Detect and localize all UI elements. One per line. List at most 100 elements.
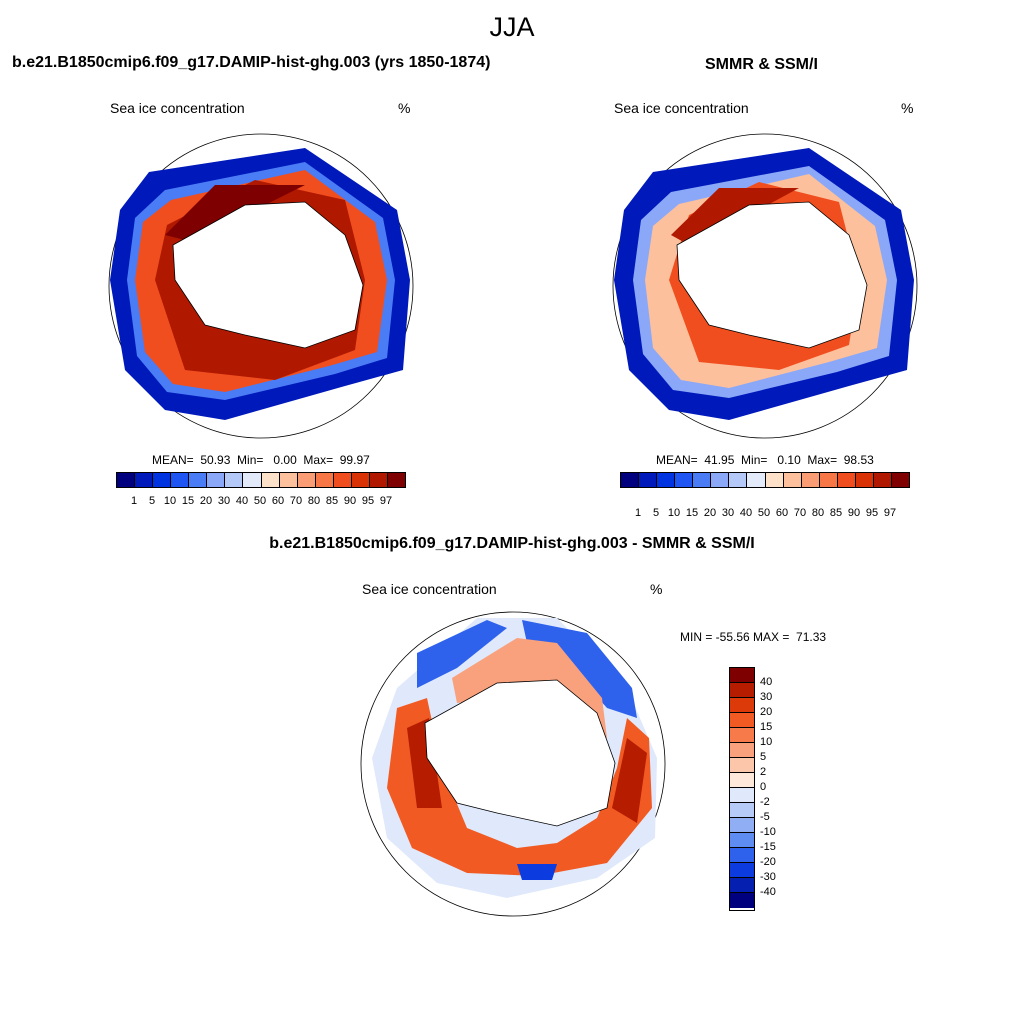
diff-colorbar-tick: -30 <box>760 871 776 883</box>
panel1-colorbar-swatch <box>279 473 298 487</box>
panel2-colorbar-swatch <box>783 473 802 487</box>
diff-stats: MIN = -55.56 MAX = 71.33 <box>680 630 827 644</box>
panel2-title: SMMR & SSM/I <box>705 56 818 73</box>
panel2-colorbar-swatch <box>693 473 712 487</box>
panel2-colorbar-swatch <box>873 473 892 487</box>
panel2-colorbar-labels: 1 5 10 15 20 30 40 50 60 70 80 85 90 95 … <box>620 507 910 519</box>
diff-colorbar-swatch <box>730 773 754 788</box>
panel1-title: b.e21.B1850cmip6.f09_g17.DAMIP-hist-ghg.… <box>12 54 491 71</box>
diff-polar-map <box>360 611 666 917</box>
panel2-colorbar-tick: 15 <box>685 507 699 519</box>
panel1-colorbar-tick: 60 <box>271 495 285 507</box>
diff-colorbar-swatch <box>730 683 754 698</box>
panel1-polar-map <box>108 133 414 439</box>
panel1-colorbar-swatch <box>243 473 262 487</box>
panel2-colorbar-tick: 85 <box>829 507 843 519</box>
panel2-colorbar-tick: 10 <box>667 507 681 519</box>
panel1-colorbar-swatch <box>207 473 226 487</box>
panel2-stats: MEAN= 41.95 Min= 0.10 Max= 98.53 <box>656 453 874 467</box>
panel1-colorbar-tick: 50 <box>253 495 267 507</box>
diff-colorbar-swatch <box>730 848 754 863</box>
diff-colorbar-swatch <box>730 698 754 713</box>
panel1-colorbar <box>116 472 406 488</box>
panel2-unit-label: % <box>901 100 914 116</box>
panel2-colorbar-tick: 40 <box>739 507 753 519</box>
diff-colorbar-swatch <box>730 878 754 893</box>
diff-colorbar-swatch <box>730 788 754 803</box>
panel2-colorbar-swatch <box>657 473 676 487</box>
diff-colorbar <box>729 667 755 911</box>
diff-colorbar-tick: 5 <box>760 751 767 763</box>
diff-colorbar-swatch <box>730 668 754 683</box>
diff-colorbar-swatch <box>730 803 754 818</box>
diff-colorbar-tick: 10 <box>760 736 773 748</box>
panel1-colorbar-swatch <box>135 473 154 487</box>
panel2-colorbar-tick: 90 <box>847 507 861 519</box>
panel2-colorbar-swatch <box>639 473 658 487</box>
panel2-colorbar-tick: 95 <box>865 507 879 519</box>
panel1-colorbar-tick: 85 <box>325 495 339 507</box>
panel1-colorbar-swatch <box>189 473 208 487</box>
diff-colorbar-tick: 2 <box>760 766 767 778</box>
panel2-variable-label: Sea ice concentration <box>614 100 749 116</box>
panel2-colorbar-tick: 97 <box>883 507 897 519</box>
panel2-colorbar-tick: 30 <box>721 507 735 519</box>
diff-panel-title: b.e21.B1850cmip6.f09_g17.DAMIP-hist-ghg.… <box>269 535 755 552</box>
diff-colorbar-tick: 0 <box>760 781 767 793</box>
panel1-colorbar-swatch <box>153 473 172 487</box>
panel1-colorbar-swatch <box>387 473 405 487</box>
panel1-colorbar-tick: 10 <box>163 495 177 507</box>
diff-colorbar-tick: -10 <box>760 826 776 838</box>
panel1-colorbar-tick: 15 <box>181 495 195 507</box>
panel1-colorbar-swatch <box>261 473 280 487</box>
diff-colorbar-tick: -2 <box>760 796 770 808</box>
diff-colorbar-swatch <box>730 818 754 833</box>
diff-colorbar-labels: 40 30 20 15 10 5 2 0 -2 -5 -10 -15 -20 -… <box>760 667 800 909</box>
panel1-colorbar-swatch <box>351 473 370 487</box>
panel2-colorbar-swatch <box>711 473 730 487</box>
diff-colorbar-swatch <box>730 833 754 848</box>
panel1-colorbar-swatch <box>225 473 244 487</box>
panel2-colorbar-tick: 60 <box>775 507 789 519</box>
diff-unit-label: % <box>650 581 663 597</box>
panel2-colorbar-swatch <box>837 473 856 487</box>
diff-colorbar-tick: -15 <box>760 841 776 853</box>
panel1-colorbar-tick: 5 <box>148 495 156 507</box>
panel1-colorbar-swatch <box>315 473 334 487</box>
diff-colorbar-tick: -40 <box>760 886 776 898</box>
panel1-unit-label: % <box>398 100 411 116</box>
panel2-colorbar-swatch <box>891 473 909 487</box>
panel2-polar-map <box>612 133 918 439</box>
panel1-colorbar-tick: 80 <box>307 495 321 507</box>
panel2-colorbar-swatch <box>675 473 694 487</box>
panel1-colorbar-labels: 1 5 10 15 20 30 40 50 60 70 80 85 90 95 … <box>116 495 406 507</box>
panel1-colorbar-swatch <box>297 473 316 487</box>
panel2-colorbar-tick: 70 <box>793 507 807 519</box>
diff-colorbar-tick: 30 <box>760 691 773 703</box>
panel2-colorbar-swatch <box>765 473 784 487</box>
panel2-colorbar <box>620 472 910 488</box>
panel1-colorbar-tick: 97 <box>379 495 393 507</box>
panel2-colorbar-tick: 80 <box>811 507 825 519</box>
panel2-colorbar-tick: 1 <box>634 507 642 519</box>
panel2-colorbar-swatch <box>729 473 748 487</box>
diff-colorbar-swatch <box>730 893 754 908</box>
panel2-colorbar-swatch <box>801 473 820 487</box>
panel1-colorbar-tick: 90 <box>343 495 357 507</box>
panel1-colorbar-tick: 30 <box>217 495 231 507</box>
panel1-variable-label: Sea ice concentration <box>110 100 245 116</box>
panel1-colorbar-swatch <box>171 473 190 487</box>
panel1-stats: MEAN= 50.93 Min= 0.00 Max= 99.97 <box>152 453 370 467</box>
panel2-colorbar-tick: 5 <box>652 507 660 519</box>
panel1-colorbar-tick: 70 <box>289 495 303 507</box>
diff-colorbar-swatch <box>730 713 754 728</box>
diff-colorbar-swatch <box>730 728 754 743</box>
diff-colorbar-tick: 15 <box>760 721 773 733</box>
diff-colorbar-swatch <box>730 863 754 878</box>
panel2-colorbar-tick: 20 <box>703 507 717 519</box>
diff-colorbar-tick: -20 <box>760 856 776 868</box>
panel2-colorbar-swatch <box>855 473 874 487</box>
panel2-colorbar-swatch <box>621 473 640 487</box>
panel1-colorbar-swatch <box>333 473 352 487</box>
panel1-colorbar-swatch <box>117 473 136 487</box>
